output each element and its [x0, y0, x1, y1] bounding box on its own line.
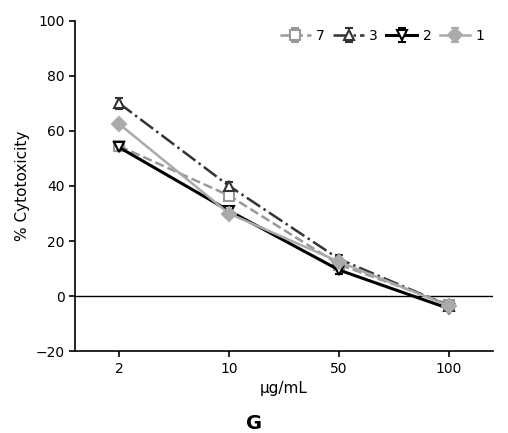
Y-axis label: % Cytotoxicity: % Cytotoxicity	[15, 131, 30, 241]
X-axis label: μg/mL: μg/mL	[260, 381, 308, 396]
Text: G: G	[246, 414, 262, 433]
Legend: 7, 3, 2, 1: 7, 3, 2, 1	[274, 23, 490, 48]
